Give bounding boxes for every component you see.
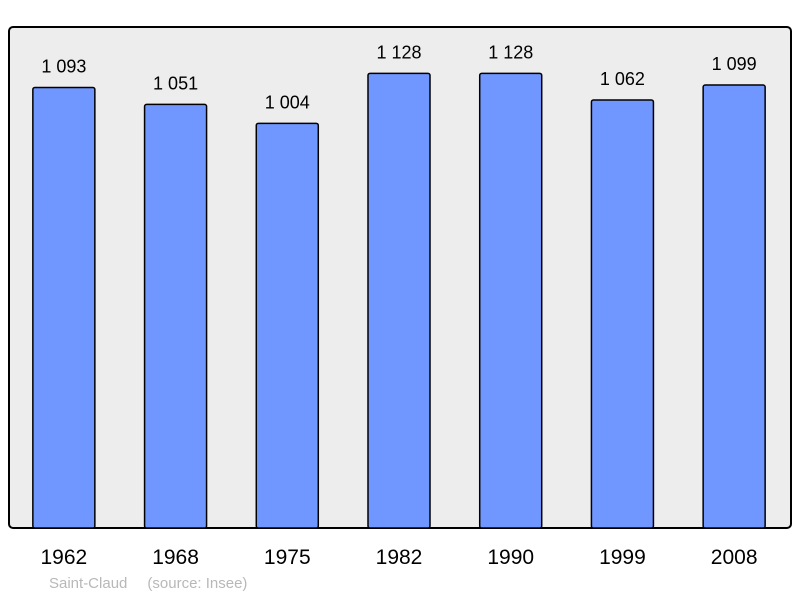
value-label-1962: 1 093	[41, 56, 86, 76]
x-tick-label-1962: 1962	[40, 546, 87, 569]
bar-1999	[590, 99, 655, 529]
bar-1968	[143, 103, 208, 529]
bar-2008	[702, 84, 766, 529]
source-note: (source: Insee)	[147, 575, 248, 592]
value-label-1968: 1 051	[153, 73, 198, 93]
value-label-2008: 1 099	[712, 54, 757, 74]
x-tick-label-1999: 1999	[599, 546, 646, 569]
x-tick-label-1990: 1990	[487, 546, 534, 569]
value-label-1990: 1 128	[488, 42, 533, 62]
footer: Saint-Claud (source: Insee)	[49, 575, 267, 592]
bar-1975	[255, 122, 320, 529]
x-tick-label-1968: 1968	[152, 546, 199, 569]
value-label-1982: 1 128	[376, 42, 421, 62]
value-label-1975: 1 004	[265, 92, 310, 112]
x-tick-label-1982: 1982	[376, 546, 423, 569]
x-tick-label-2008: 2008	[711, 546, 758, 569]
bar-1962	[32, 86, 96, 529]
place-name: Saint-Claud	[49, 575, 128, 592]
bar-1982	[367, 72, 431, 529]
x-tick-label-1975: 1975	[264, 546, 311, 569]
bar-1990	[478, 72, 543, 529]
value-label-1999: 1 062	[600, 69, 645, 89]
